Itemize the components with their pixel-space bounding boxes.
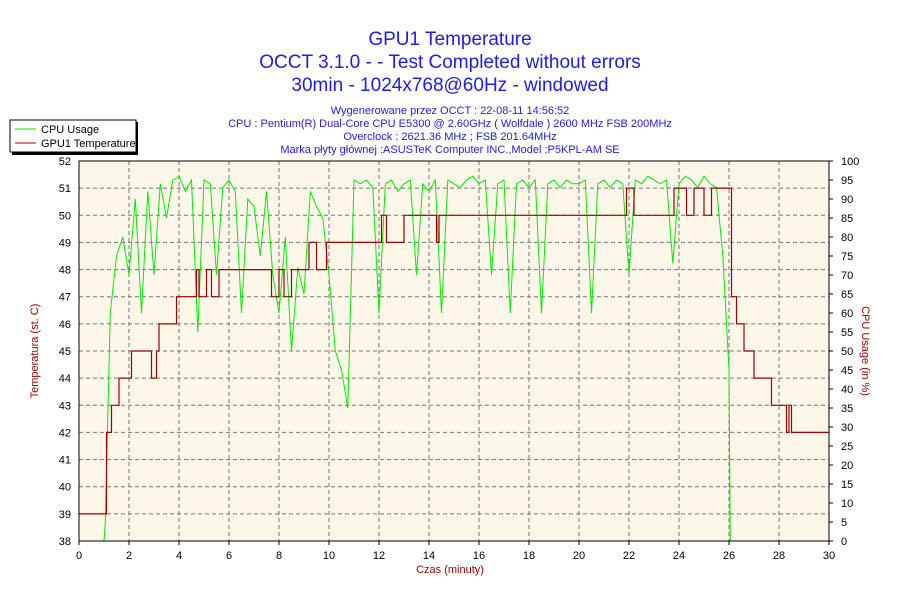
x-axis-label: Czas (minuty) xyxy=(416,564,484,576)
y2-tick-label: 45 xyxy=(841,365,853,377)
x-tick-label: 4 xyxy=(176,550,182,562)
y-tick-label: 51 xyxy=(59,183,71,195)
y-axis-label: Temperatura (st. C) xyxy=(29,304,41,399)
x-tick-label: 12 xyxy=(373,550,385,562)
y-tick-label: 48 xyxy=(59,265,71,277)
y-tick-label: 39 xyxy=(59,509,71,521)
subtitle-3: Overclock : 2621.36 MHz ; FSB 201.64MHz xyxy=(343,131,556,143)
chart-title-3: 30min - 1024x768@60Hz - windowed xyxy=(291,75,608,96)
legend-label-gpu: GPU1 Temperature xyxy=(41,138,136,150)
x-tick-label: 24 xyxy=(673,550,685,562)
y2-tick-label: 0 xyxy=(841,536,847,548)
y-tick-label: 46 xyxy=(59,319,71,331)
x-tick-label: 22 xyxy=(623,550,635,562)
y2-tick-label: 35 xyxy=(841,403,853,415)
x-tick-label: 20 xyxy=(573,550,585,562)
y-tick-label: 40 xyxy=(59,482,71,494)
y-tick-label: 41 xyxy=(59,455,71,467)
y2-tick-label: 95 xyxy=(841,175,853,187)
x-tick-label: 18 xyxy=(523,550,535,562)
subtitle-1: Wygenerowane przez OCCT : 22-08-11 14:56… xyxy=(331,105,570,117)
x-tick-label: 26 xyxy=(723,550,735,562)
y2-tick-label: 65 xyxy=(841,289,853,301)
x-tick-label: 10 xyxy=(323,550,335,562)
y2-tick-label: 75 xyxy=(841,251,853,263)
x-tick-label: 8 xyxy=(276,550,282,562)
y2-axis-label: CPU Usage (in %) xyxy=(859,306,871,396)
chart-title-1: GPU1 Temperature xyxy=(368,29,531,50)
y-tick-label: 52 xyxy=(59,156,71,168)
y-tick-label: 49 xyxy=(59,237,71,249)
y-tick-label: 42 xyxy=(59,427,71,439)
y2-tick-label: 5 xyxy=(841,517,847,529)
y-tick-label: 50 xyxy=(59,210,71,222)
subtitle-2: CPU : Pentium(R) Dual-Core CPU E5300 @ 2… xyxy=(228,118,672,130)
x-tick-label: 30 xyxy=(823,550,835,562)
x-tick-label: 2 xyxy=(126,550,132,562)
y2-tick-label: 85 xyxy=(841,213,853,225)
subtitle-4: Marka płyty głównej :ASUSTeK Computer IN… xyxy=(280,144,619,156)
y2-tick-label: 50 xyxy=(841,346,853,358)
y2-tick-label: 10 xyxy=(841,498,853,510)
y2-tick-label: 100 xyxy=(841,156,859,168)
x-tick-label: 6 xyxy=(226,550,232,562)
ticks: 0 2 4 6 8 10 12 14 16 18 20 22 24 26 28 303839404142434… xyxy=(59,156,860,562)
y-tick-label: 45 xyxy=(59,346,71,358)
y2-tick-label: 25 xyxy=(841,441,853,453)
plot-frame xyxy=(78,160,830,542)
legend-label-cpu: CPU Usage xyxy=(41,124,99,136)
y-tick-label: 47 xyxy=(59,292,71,304)
y-tick-label: 44 xyxy=(59,373,71,385)
y2-tick-label: 30 xyxy=(841,422,853,434)
x-tick-label: 28 xyxy=(773,550,785,562)
y2-tick-label: 55 xyxy=(841,327,853,339)
x-tick-label: 0 xyxy=(76,550,82,562)
y2-tick-label: 20 xyxy=(841,460,853,472)
x-tick-label: 16 xyxy=(473,550,485,562)
y2-tick-label: 60 xyxy=(841,308,853,320)
y2-tick-label: 70 xyxy=(841,270,853,282)
chart-title-2: OCCT 3.1.0 - - Test Completed without er… xyxy=(259,52,641,73)
y2-tick-label: 90 xyxy=(841,194,853,206)
series-gpu1-temperature xyxy=(78,187,829,515)
y-tick-label: 38 xyxy=(59,536,71,548)
y2-tick-label: 15 xyxy=(841,479,853,491)
series-cpu-usage xyxy=(79,175,829,542)
y2-tick-label: 40 xyxy=(841,384,853,396)
grid xyxy=(79,161,829,541)
y-tick-label: 43 xyxy=(59,400,71,412)
y2-tick-label: 80 xyxy=(841,232,853,244)
legend: CPU Usage GPU1 Temperature xyxy=(9,119,138,155)
x-tick-label: 14 xyxy=(423,550,435,562)
